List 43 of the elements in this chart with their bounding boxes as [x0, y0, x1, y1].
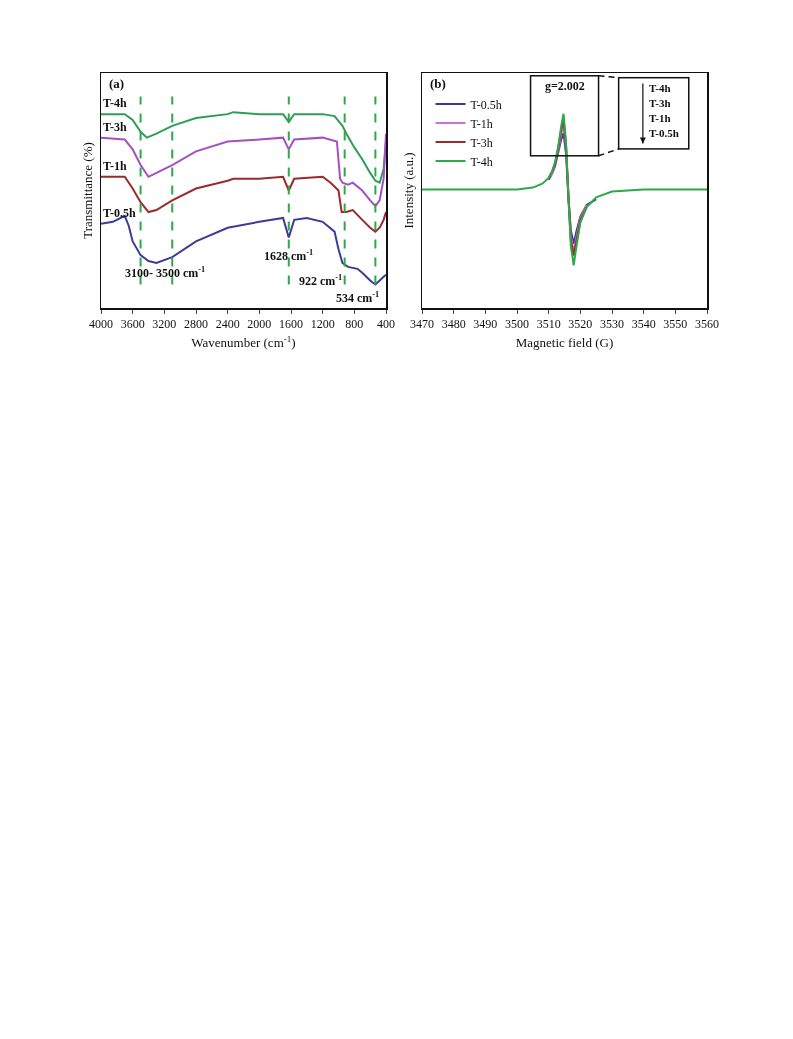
x-tick-label: 3540 [631, 316, 656, 331]
x-tick-label: 2400 [215, 316, 240, 331]
x-axis-title: Wavenumber (cm$^{-1}$) [191, 333, 296, 351]
x-tick-label: 4000 [89, 316, 113, 331]
x-tick-label: 3520 [568, 316, 593, 331]
x-tick-label: 3500 [505, 316, 529, 331]
x-tick-label: 3560 [695, 316, 719, 331]
x-tick-label: 3490 [473, 316, 498, 331]
chart-title: (a) [109, 76, 125, 91]
x-tick-label: 3510 [536, 316, 561, 331]
legend-label: T-3h [470, 135, 493, 150]
series-label: T-1h [103, 159, 127, 173]
text: T-4h [649, 82, 671, 94]
text: T-3h [649, 97, 671, 109]
series-label: T-3h [103, 120, 127, 134]
x-tick-label: 1600 [279, 316, 303, 331]
y-axis-title: Transmittance (%) [79, 142, 95, 239]
x-tick-label: 3200 [152, 316, 177, 331]
legend-label: T-4h [470, 154, 493, 169]
annotation: 534 cm$^{-1}$ [336, 290, 380, 306]
text: g=2.002 [545, 79, 585, 93]
x-tick-label: 1200 [310, 316, 335, 331]
series-label: T-0.5h [103, 206, 136, 220]
y-axis-title: Intensity (a.u.) [400, 152, 416, 229]
legend-label: T-1h [470, 116, 493, 131]
annotation: T-1h [649, 112, 671, 124]
legend-label: T-0.5h [470, 97, 502, 112]
x-tick-label: 3470 [410, 316, 434, 331]
x-tick-label: 2000 [247, 316, 272, 331]
annotation: T-0.5h [649, 127, 679, 139]
x-tick-label: 800 [345, 316, 364, 331]
x-tick-label: 3480 [441, 316, 466, 331]
x-tick-label: 3600 [120, 316, 145, 331]
x-tick-label: 3530 [600, 316, 624, 331]
chart-title: (b) [430, 76, 446, 91]
annotation: 3100- 3500 cm$^{-1}$ [125, 265, 206, 281]
annotation: 1628 cm$^{-1}$ [264, 248, 314, 264]
x-tick-label: 3550 [663, 316, 688, 331]
series-label: T-4h [103, 96, 127, 110]
annotation: 922 cm$^{-1}$ [299, 273, 343, 289]
x-axis-title: Magnetic field (G) [515, 335, 614, 351]
x-tick-label: 2800 [184, 316, 208, 331]
x-tick-label: 400 [377, 316, 395, 331]
